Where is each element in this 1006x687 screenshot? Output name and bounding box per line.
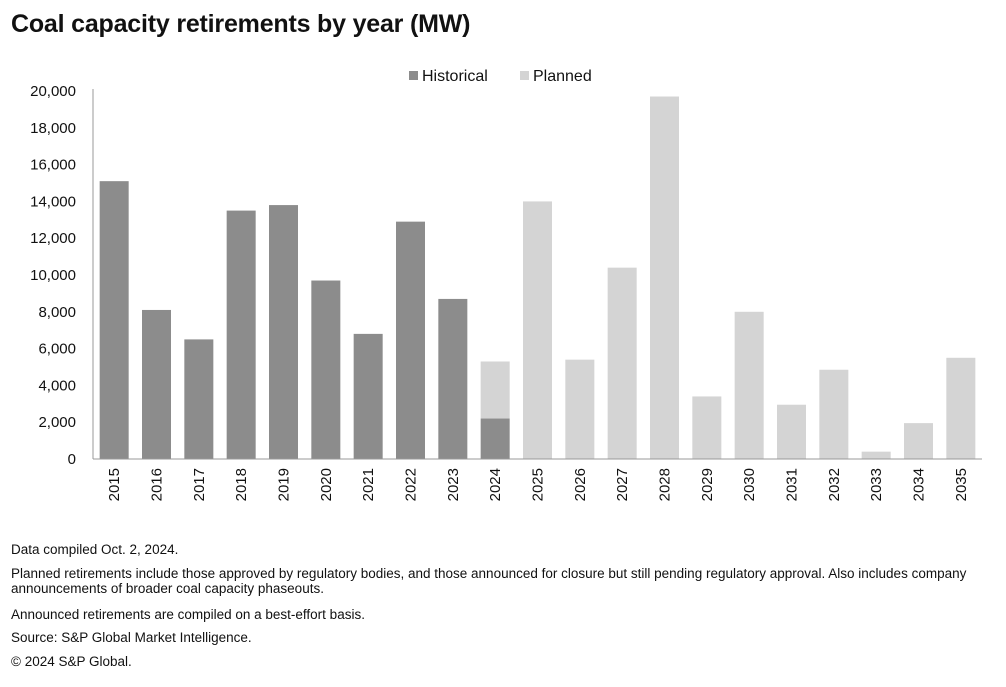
y-tick-label: 8,000 — [38, 304, 76, 321]
bar-historical-2018 — [226, 210, 256, 459]
x-tick-label: 2029 — [699, 468, 716, 501]
x-tick-label: 2021 — [360, 468, 377, 501]
y-tick-label: 18,000 — [30, 120, 76, 137]
note-copyright: © 2024 S&P Global. — [11, 654, 132, 669]
bar-chart: 0 2,000 4,000 6,000 8,000 10,000 12,000 14,000 1… — [30, 68, 982, 501]
x-tick-label: 2025 — [530, 468, 547, 501]
x-tick-label: 2027 — [614, 468, 631, 501]
bar-historical-2015 — [99, 181, 129, 459]
y-tick-label: 16,000 — [30, 157, 76, 174]
y-tick-label: 0 — [68, 451, 76, 468]
x-tick-label: 2018 — [233, 468, 250, 501]
y-tick-label: 10,000 — [30, 267, 76, 284]
x-tick-label: 2028 — [657, 468, 674, 501]
legend-swatch-planned — [520, 71, 529, 80]
y-tick-label: 20,000 — [30, 83, 76, 100]
bar-historical-2020 — [311, 280, 341, 459]
note-compiled-date: Data compiled Oct. 2, 2024. — [11, 542, 179, 557]
bar-planned-2024 — [480, 361, 510, 419]
y-tick-label: 6,000 — [38, 341, 76, 358]
bar-planned-2028 — [650, 96, 679, 460]
y-tick-label: 4,000 — [38, 377, 76, 394]
y-tick-label: 12,000 — [30, 230, 76, 247]
x-tick-label: 2015 — [106, 468, 123, 501]
bar-planned-2033 — [861, 451, 891, 459]
bar-planned-2030 — [734, 311, 764, 459]
bar-planned-2035 — [946, 357, 976, 459]
bar-historical-2019 — [269, 205, 298, 459]
x-tick-label: 2031 — [784, 468, 801, 501]
legend-label-planned: Planned — [533, 68, 592, 85]
y-tick-label: 2,000 — [38, 414, 76, 431]
x-tick-label: 2019 — [276, 468, 293, 501]
x-tick-label: 2017 — [191, 468, 208, 501]
x-tick-label: 2030 — [741, 468, 758, 501]
bar-planned-2032 — [819, 369, 849, 459]
bar-planned-2031 — [777, 404, 806, 459]
x-tick-label: 2016 — [149, 468, 166, 501]
x-tick-label: 2024 — [487, 468, 504, 501]
x-tick-label: 2034 — [911, 468, 928, 501]
legend-label-historical: Historical — [422, 68, 488, 85]
note-planned-definition: Planned retirements include those approv… — [11, 566, 967, 596]
x-tick-label: 2023 — [445, 468, 462, 501]
bar-planned-2027 — [607, 267, 637, 459]
legend-swatch-historical — [409, 71, 418, 80]
chart-title: Coal capacity retirements by year (MW) — [11, 10, 471, 38]
x-tick-label: 2022 — [403, 468, 420, 501]
x-tick-label: 2035 — [953, 468, 970, 501]
bar-historical-2024 — [480, 418, 510, 459]
bar-planned-2026 — [565, 359, 595, 459]
x-tick-label: 2020 — [318, 468, 335, 501]
note-best-effort: Announced retirements are compiled on a … — [11, 607, 365, 622]
y-tick-label: 14,000 — [30, 193, 76, 210]
x-tick-label: 2026 — [572, 468, 589, 501]
bar-planned-2029 — [692, 396, 722, 459]
bar-historical-2017 — [184, 339, 214, 459]
bar-historical-2022 — [396, 221, 425, 459]
x-tick-label: 2032 — [826, 468, 843, 501]
bar-historical-2021 — [353, 333, 383, 459]
note-source: Source: S&P Global Market Intelligence. — [11, 630, 252, 645]
bar-planned-2034 — [904, 423, 933, 459]
x-tick-label: 2033 — [868, 468, 885, 501]
bar-planned-2025 — [523, 201, 552, 459]
bar-historical-2023 — [438, 298, 468, 459]
bar-historical-2016 — [142, 309, 171, 459]
